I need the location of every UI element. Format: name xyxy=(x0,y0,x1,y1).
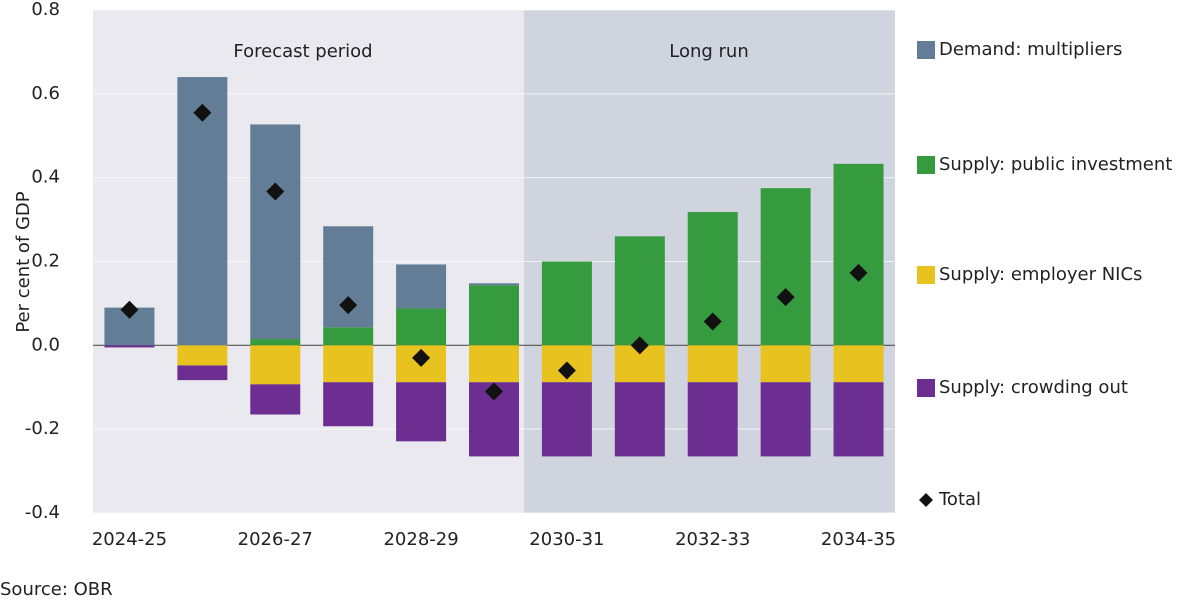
legend-swatch xyxy=(917,379,935,397)
total-marker xyxy=(776,288,795,307)
bar-segment xyxy=(396,264,447,309)
x-tick-label: 2026-27 xyxy=(238,529,313,550)
x-tick-label: 2030-31 xyxy=(529,529,604,550)
bar-segment xyxy=(687,382,738,457)
legend-swatch xyxy=(917,156,935,174)
bar-segment xyxy=(250,124,301,340)
bar-segment xyxy=(760,345,811,383)
bar-segment xyxy=(396,308,447,346)
legend-label: Demand: multipliers xyxy=(939,39,1122,60)
total-marker xyxy=(849,263,868,282)
bar-segment xyxy=(687,345,738,383)
bar-segment xyxy=(323,382,374,427)
total-marker xyxy=(193,103,212,122)
y-axis-label: Per cent of GDP xyxy=(13,191,34,332)
legend-marker xyxy=(919,493,933,507)
y-tick-label: -0.2 xyxy=(25,418,60,439)
y-tick-label: 0.2 xyxy=(31,251,60,272)
annotation: Long run xyxy=(669,41,749,62)
x-tick-label: 2028-29 xyxy=(383,529,458,550)
total-marker xyxy=(120,300,139,319)
legend-label: Total xyxy=(938,489,981,510)
y-tick-label: 0.6 xyxy=(31,83,60,104)
bar-segment xyxy=(323,327,374,346)
bar-segment xyxy=(469,283,519,286)
total-marker xyxy=(557,361,576,380)
x-tick-label: 2024-25 xyxy=(92,529,167,550)
bar-segment xyxy=(614,382,665,457)
y-tick-label: 0.4 xyxy=(31,167,60,188)
total-marker xyxy=(630,336,649,355)
annotation: Forecast period xyxy=(233,41,372,62)
bar-segment xyxy=(833,345,884,383)
legend-label: Supply: employer NICs xyxy=(939,264,1142,285)
bar-segment xyxy=(760,188,811,346)
total-marker xyxy=(339,296,358,315)
bar-segment xyxy=(177,345,228,366)
y-tick-label: -0.4 xyxy=(25,502,60,523)
bar-segment xyxy=(469,345,519,383)
y-tick-label: 0.0 xyxy=(31,334,60,355)
bar-segment xyxy=(396,382,447,442)
bar-segment xyxy=(104,345,155,348)
bar-segment xyxy=(177,77,228,346)
bar-segment xyxy=(541,382,592,457)
bar-segment xyxy=(760,382,811,457)
legend-swatch xyxy=(917,266,935,284)
x-tick-label: 2034-35 xyxy=(821,529,896,550)
total-marker xyxy=(485,382,503,401)
total-marker xyxy=(412,348,431,367)
bar-segment xyxy=(250,345,301,385)
legend-label: Supply: crowding out xyxy=(939,377,1128,398)
y-tick-label: 0.8 xyxy=(31,0,60,20)
bar-segment xyxy=(250,339,301,346)
source: Source: OBR xyxy=(0,579,113,600)
bar-segment xyxy=(614,236,665,346)
bar-segment xyxy=(541,261,592,346)
total-marker xyxy=(703,312,722,331)
x-tick-label: 2032-33 xyxy=(675,529,750,550)
total-marker xyxy=(266,182,285,201)
legend-swatch xyxy=(917,41,935,59)
bar-segment xyxy=(323,345,374,383)
legend-label: Supply: public investment xyxy=(939,154,1172,175)
bar-segment xyxy=(177,365,228,381)
bar-segment xyxy=(833,382,884,457)
bar-segment xyxy=(833,163,884,346)
bar-segment xyxy=(469,285,519,346)
bar-segment xyxy=(250,384,301,415)
